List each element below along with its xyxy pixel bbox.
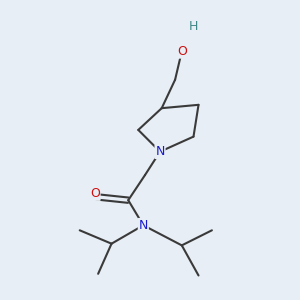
Text: O: O [177, 45, 187, 58]
Text: H: H [189, 20, 198, 33]
Text: O: O [90, 187, 100, 200]
Text: N: N [155, 145, 165, 158]
Text: N: N [139, 219, 148, 232]
